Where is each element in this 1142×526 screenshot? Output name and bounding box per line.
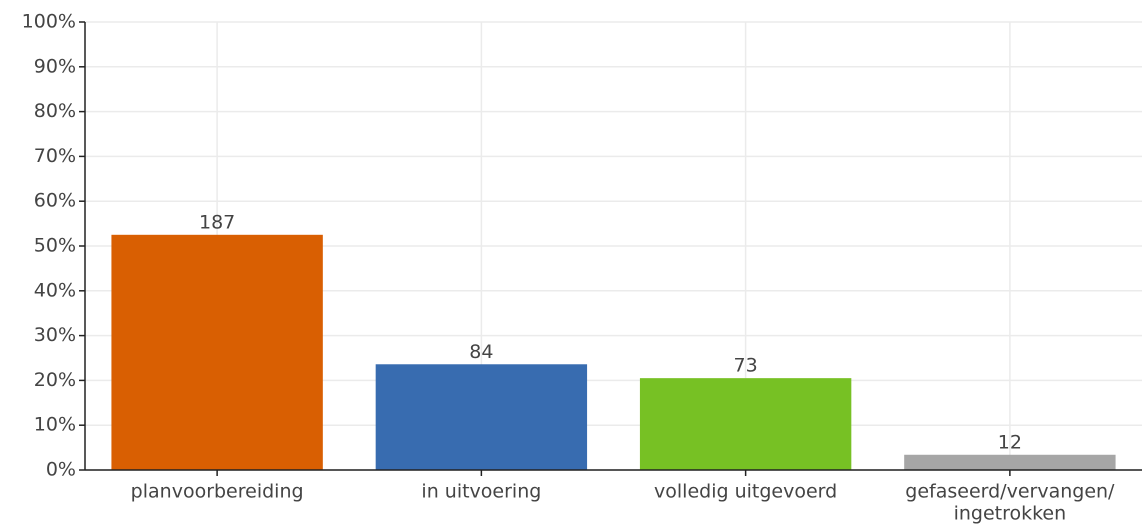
data-label: 84 bbox=[469, 341, 493, 363]
y-tick-label: 30% bbox=[34, 324, 76, 346]
data-label: 73 bbox=[734, 355, 758, 377]
x-tick-label: in uitvoering bbox=[421, 481, 541, 503]
y-tick-label: 0% bbox=[46, 459, 76, 481]
bar bbox=[375, 364, 588, 470]
y-tick-label: 100% bbox=[22, 11, 76, 33]
x-tick-label: planvoorbereiding bbox=[131, 481, 304, 503]
data-label: 12 bbox=[998, 431, 1022, 453]
bar bbox=[904, 454, 1116, 470]
y-tick-label: 70% bbox=[34, 145, 76, 167]
x-tick-label: volledig uitgevoerd bbox=[654, 481, 837, 503]
y-tick-label: 80% bbox=[34, 100, 76, 122]
y-tick-label: 10% bbox=[34, 414, 76, 436]
y-tick-label: 90% bbox=[34, 55, 76, 77]
x-tick-label: ingetrokken bbox=[954, 503, 1067, 525]
bar bbox=[111, 234, 323, 470]
y-tick-label: 20% bbox=[34, 369, 76, 391]
y-tick-label: 50% bbox=[34, 235, 76, 257]
y-tick-label: 60% bbox=[34, 190, 76, 212]
y-tick-label: 40% bbox=[34, 279, 76, 301]
bar bbox=[639, 378, 852, 470]
data-label: 187 bbox=[199, 211, 235, 233]
x-tick-label: gefaseerd/vervangen/ bbox=[905, 481, 1115, 503]
